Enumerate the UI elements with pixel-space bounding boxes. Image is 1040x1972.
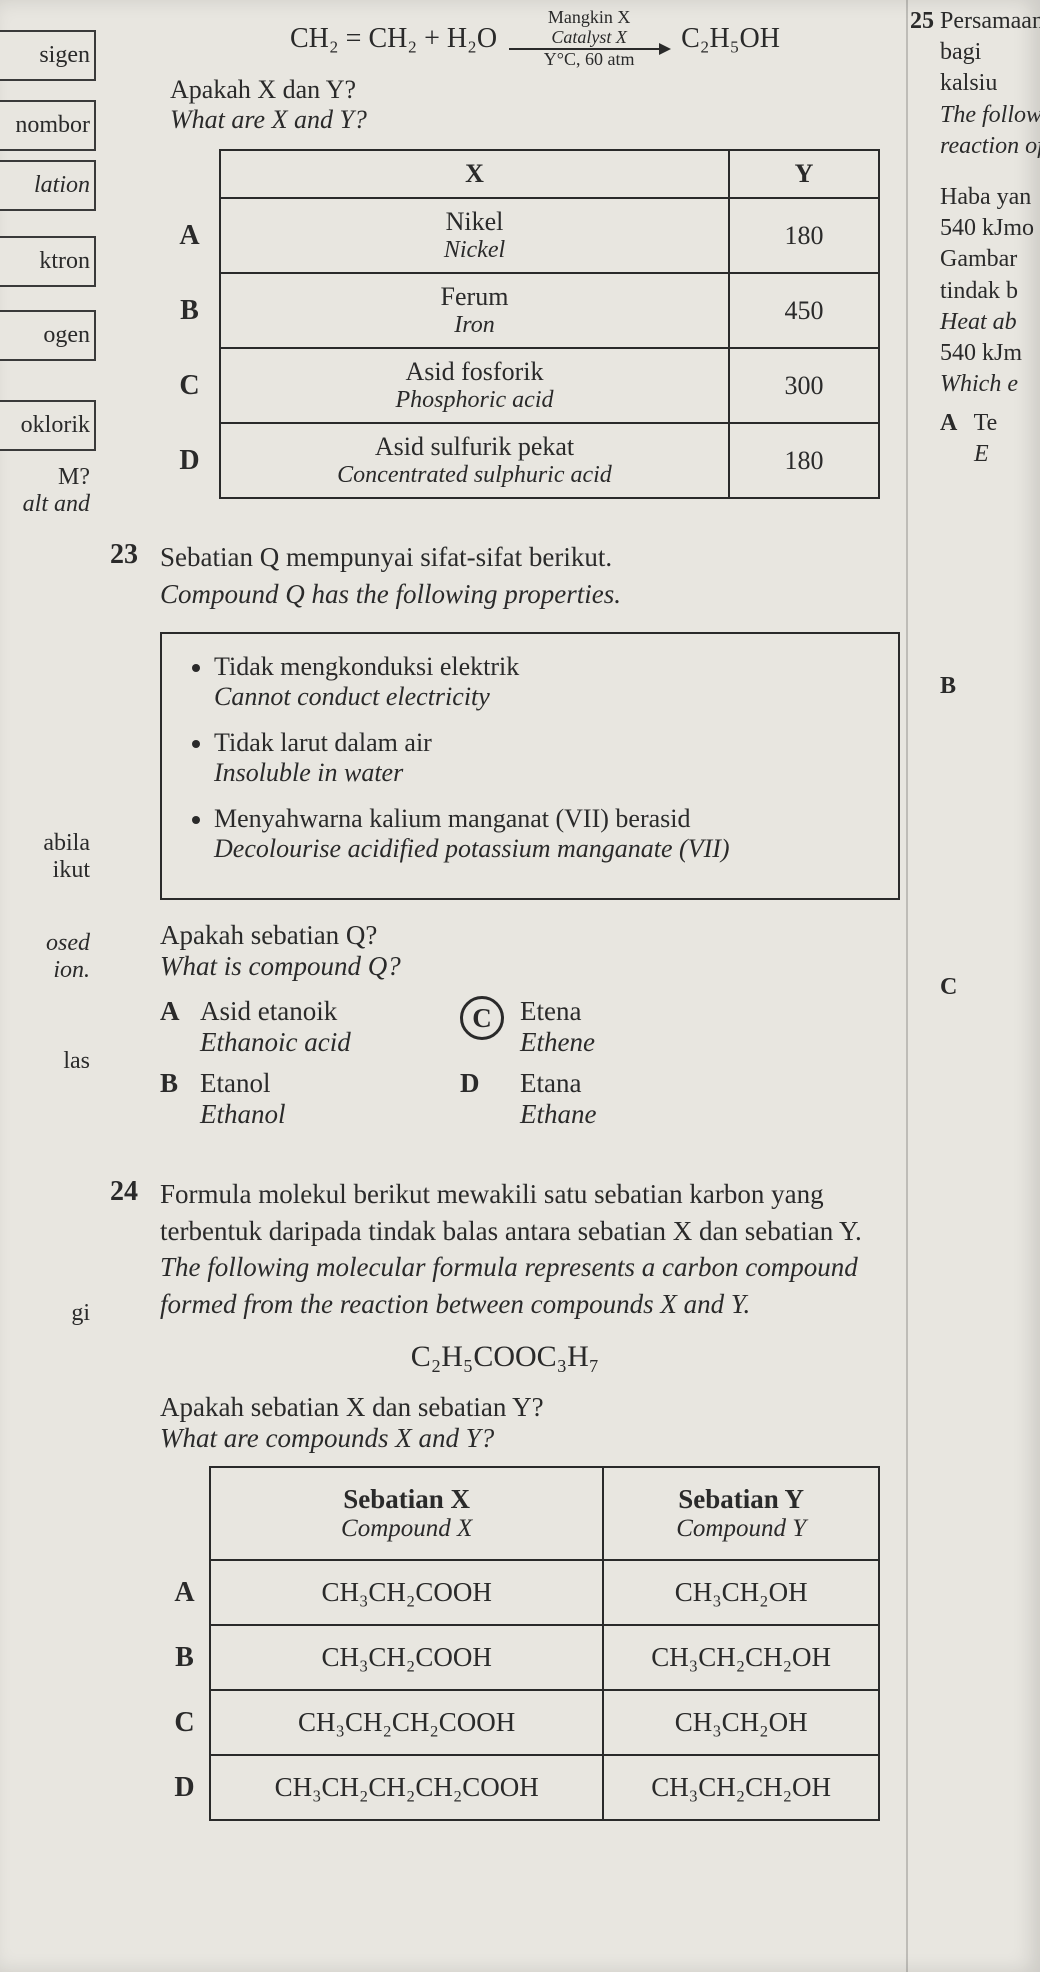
- compound-y: CH₃CH₂OH: [603, 1560, 879, 1625]
- q24-head-y-ms: Sebatian Y: [678, 1484, 804, 1514]
- table-row: C CH₃CH₂CH₂COOH CH₃CH₂OH: [160, 1690, 879, 1755]
- q23-ask-ms: Apakah sebatian Q?: [160, 920, 900, 951]
- compound-y: CH₃CH₂CH₂OH: [603, 1625, 879, 1690]
- left-tab: ogen: [0, 310, 96, 361]
- right-fragment-line: Gambar: [940, 244, 1040, 275]
- q24-formula: C₂H₅COOC₃H₇: [110, 1340, 900, 1374]
- main-question-column: CH₂ = CH₂ + H₂O Mangkin X Catalyst X Y°C…: [110, 0, 900, 1821]
- option-x: Asid sulfurik pekatConcentrated sulphuri…: [220, 423, 729, 498]
- q22-ask-en: What are X and Y?: [170, 105, 900, 135]
- table-row: A CH₃CH₂COOH CH₃CH₂OH: [160, 1560, 879, 1625]
- right-fragment-line: Which e: [940, 369, 1040, 400]
- left-fragment: abilaikut: [0, 830, 96, 884]
- compound-x: CH₃CH₂CH₂COOH: [210, 1690, 603, 1755]
- q24-ask-ms: Apakah sebatian X dan sebatian Y?: [160, 1392, 900, 1423]
- q22-equation: CH₂ = CH₂ + H₂O Mangkin X Catalyst X Y°C…: [170, 8, 900, 69]
- compound-x: CH₃CH₂COOH: [210, 1625, 603, 1690]
- right-fragment-line: Heat ab: [940, 307, 1040, 338]
- option-y: 450: [729, 273, 879, 348]
- right-fragment-line: 540 kJm: [940, 338, 1040, 369]
- q22-ask-ms: Apakah X dan Y?: [170, 75, 900, 105]
- option-letter: A: [160, 198, 220, 273]
- q24-ask-en: What are compounds X and Y?: [160, 1423, 900, 1454]
- option-letter: C: [160, 348, 220, 423]
- compound-x: CH₃CH₂CH₂CH₂COOH: [210, 1755, 603, 1820]
- eq-right: C₂H₅OH: [681, 23, 780, 55]
- option-letter: A: [160, 1560, 210, 1625]
- table-row: D CH₃CH₂CH₂CH₂COOH CH₃CH₂CH₂OH: [160, 1755, 879, 1820]
- q24: 24 Formula molekul berikut mewakili satu…: [110, 1176, 900, 1322]
- right-fragment-line: 540 kJmo: [940, 213, 1040, 244]
- option-letter: A: [160, 996, 200, 1027]
- option-letter: B: [160, 273, 220, 348]
- right-fragment-line: The follow: [940, 100, 1040, 131]
- table-row: B CH₃CH₂COOH CH₃CH₂CH₂OH: [160, 1625, 879, 1690]
- q22-options-table: X Y A NikelNickel 180 B FerumIron 450 C …: [160, 149, 880, 499]
- option-text: Asid etanoikEthanoic acid: [200, 996, 460, 1058]
- eq-left: CH₂ = CH₂ + H₂O: [290, 23, 497, 55]
- table-row: B FerumIron 450: [160, 273, 879, 348]
- table-row: C Asid fosforikPhosphoric acid 300: [160, 348, 879, 423]
- option-x: FerumIron: [220, 273, 729, 348]
- q25-number: 25: [910, 6, 934, 162]
- option-text: EtanaEthane: [520, 1068, 780, 1130]
- option-letter: D: [160, 1755, 210, 1820]
- right-fragment-line: Haba yan: [940, 182, 1040, 213]
- property-item: Menyahwarna kalium manganat (VII) berasi…: [214, 804, 876, 864]
- q24-head-y-en: Compound Y: [612, 1515, 870, 1543]
- table-row: D Asid sulfurik pekatConcentrated sulphu…: [160, 423, 879, 498]
- property-item: Tidak larut dalam airInsoluble in water: [214, 728, 876, 788]
- compound-y: CH₃CH₂OH: [603, 1690, 879, 1755]
- q24-stem-en: The following molecular formula represen…: [160, 1249, 900, 1322]
- option-letter: B: [160, 1625, 210, 1690]
- option-y: 180: [729, 423, 879, 498]
- right-fragment-line: reaction of: [940, 131, 1040, 162]
- q23-stem-en: Compound Q has the following properties.: [160, 576, 900, 612]
- q24-number: 24: [110, 1176, 160, 1208]
- left-cutoff-column: sigen nombor lation ktron ogen oklorik M?alt …: [0, 0, 100, 1972]
- q23-ask-en: What is compound Q?: [160, 951, 900, 982]
- left-tab: lation: [0, 160, 96, 211]
- left-tab: ktron: [0, 236, 96, 287]
- option-letter: D: [460, 1068, 520, 1099]
- option-x: Asid fosforikPhosphoric acid: [220, 348, 729, 423]
- right-fragment-line: bagi kalsiu: [940, 37, 1040, 99]
- circled-answer: C: [460, 996, 504, 1040]
- q22-head-x: X: [220, 150, 729, 198]
- right-fragment-line: Persamaan: [940, 6, 1040, 37]
- q23-properties-box: Tidak mengkonduksi elektrikCannot conduc…: [160, 632, 900, 900]
- option-y: 180: [729, 198, 879, 273]
- option-letter: B: [160, 1068, 200, 1099]
- property-item: Tidak mengkonduksi elektrikCannot conduc…: [214, 652, 876, 712]
- q22-head-y: Y: [729, 150, 879, 198]
- left-tab: nombor: [0, 100, 96, 151]
- option-x: NikelNickel: [220, 198, 729, 273]
- compound-x: CH₃CH₂COOH: [210, 1560, 603, 1625]
- q24-head-x-ms: Sebatian X: [343, 1484, 470, 1514]
- q23-number: 23: [110, 539, 160, 571]
- option-letter: C: [160, 1690, 210, 1755]
- option-text: EtanolEthanol: [200, 1068, 460, 1130]
- left-fragment: M?alt and: [0, 464, 96, 518]
- q24-options-table: Sebatian X Compound X Sebatian Y Compoun…: [160, 1466, 880, 1821]
- option-letter: C: [460, 996, 520, 1040]
- q24-stem-ms: Formula molekul berikut mewakili satu se…: [160, 1179, 862, 1245]
- table-row: A NikelNickel 180: [160, 198, 879, 273]
- right-cutoff-column: 25 Persamaanbagi kalsiuThe followreactio…: [910, 0, 1040, 1003]
- left-tab: sigen: [0, 30, 96, 81]
- q23: 23 Sebatian Q mempunyai sifat-sifat beri…: [110, 539, 900, 612]
- option-text: EtenaEthene: [520, 996, 780, 1058]
- reaction-arrow: Mangkin X Catalyst X Y°C, 60 atm: [509, 8, 669, 69]
- left-fragment: las: [0, 1048, 96, 1075]
- q23-stem-ms: Sebatian Q mempunyai sifat-sifat berikut…: [160, 542, 612, 572]
- option-y: 300: [729, 348, 879, 423]
- left-fragment: gi: [0, 1300, 96, 1327]
- left-fragment: osedion.: [0, 930, 96, 984]
- right-fragment-line: tindak b: [940, 276, 1040, 307]
- compound-y: CH₃CH₂CH₂OH: [603, 1755, 879, 1820]
- q24-head-x-en: Compound X: [219, 1515, 594, 1543]
- option-letter: D: [160, 423, 220, 498]
- left-tab: oklorik: [0, 400, 96, 451]
